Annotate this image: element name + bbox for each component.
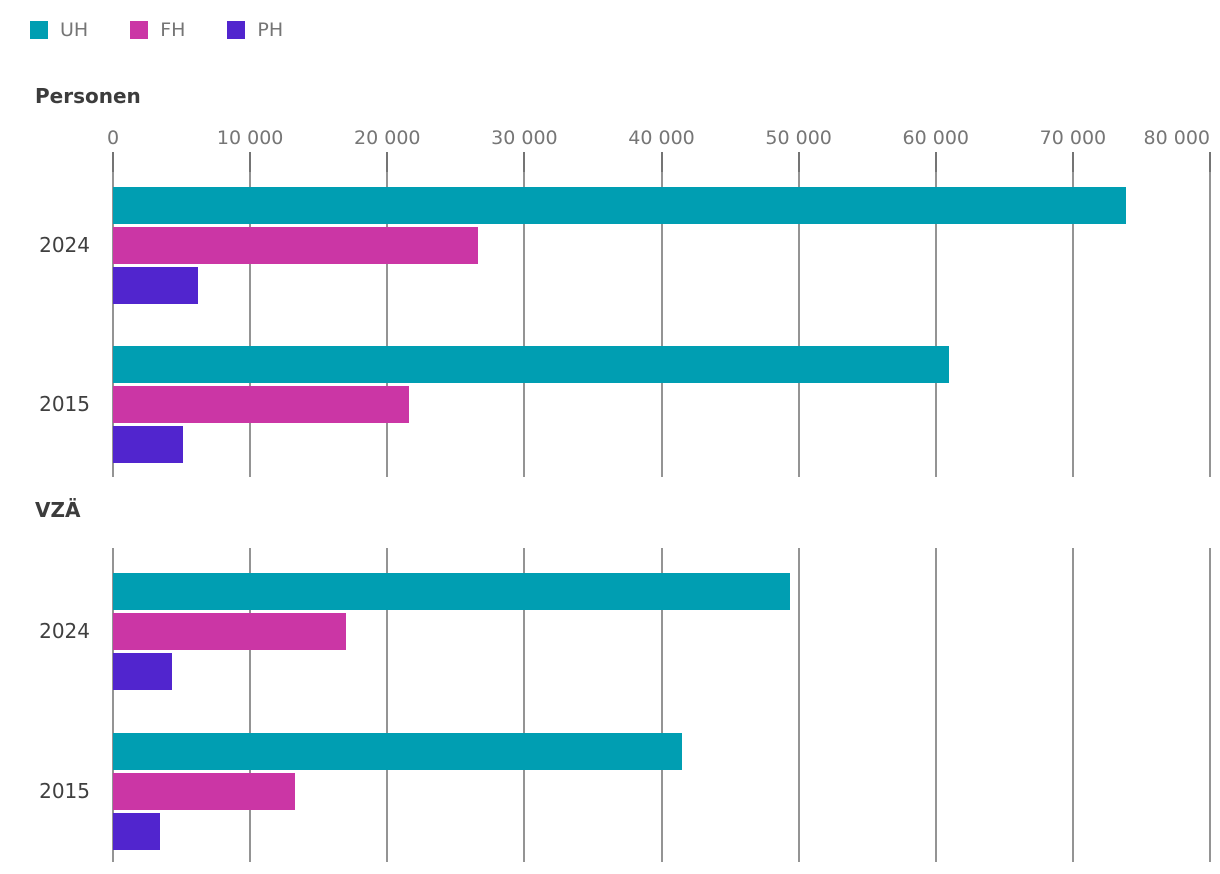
axis-tick-mark [1071,152,1074,172]
axis-tick-mark [1209,152,1211,172]
gridline [523,548,526,862]
bar-group-vzä-2015: 2015 [39,733,1210,850]
axis-tick-label: 0 [106,127,120,149]
axis-tick-mark [797,152,800,172]
bar-ph-2024 [113,653,172,690]
gridline [386,548,389,862]
gridline [797,172,800,477]
legend-label-ph: PH [257,19,284,41]
gridline [934,548,937,862]
legend-label-fh: FH [160,19,186,41]
bar-ph-2015 [113,813,160,850]
gridline [523,172,526,477]
bar-ph-2024 [113,267,199,304]
axis-tick-label: 10 000 [216,127,284,149]
ph-swatch-icon [227,21,246,39]
gridline [1071,172,1074,477]
fh-swatch-icon [130,21,149,39]
bar-uh-2024 [113,573,791,610]
bar-ph-2015 [113,426,183,463]
bar-uh-2015 [113,346,950,383]
x-axis-ticks [112,152,1211,172]
section-title-personen: Personen [35,84,141,108]
axis-tick-mark [249,152,252,172]
axis-tick-mark [112,152,114,172]
gridline [934,172,937,477]
axis-tick-label: 70 000 [1039,127,1107,149]
category-label: 2015 [39,779,90,803]
bar-fh-2024 [113,613,347,650]
axis-tick-mark [660,152,663,172]
gridline [1209,172,1211,477]
bar-group-personen-2024: 2024 [39,187,1210,304]
bar-fh-2024 [113,227,478,264]
category-label: 2024 [39,233,90,257]
category-label: 2024 [39,619,90,643]
bar-group-personen-2015: 2015 [39,346,1210,463]
axis-tick-mark [934,152,937,172]
plot-area-vza: 2024 2015 [39,548,1211,862]
gridline [112,172,114,477]
gridline [112,548,114,862]
uh-swatch-icon [30,21,48,39]
bar-group-vzä-2024: 2024 [39,573,1210,690]
section-title-vza: VZÄ [35,498,81,522]
axis-tick-label: 50 000 [765,127,832,149]
legend-item-fh[interactable]: FH [130,19,185,41]
legend: UH FH PH [30,19,283,41]
gridline [386,172,389,477]
bar-uh-2015 [113,733,683,770]
gridline [1209,548,1211,862]
legend-item-uh[interactable]: UH [30,19,88,41]
gridline [249,548,252,862]
gridline [249,172,252,477]
axis-tick-label: 40 000 [628,127,695,149]
bar-uh-2024 [113,187,1127,224]
axis-tick-mark [523,152,526,172]
gridline [1071,548,1074,862]
axis-tick-label: 20 000 [354,127,421,149]
axis-tick-label: 60 000 [902,127,969,149]
gridline [660,172,663,477]
axis-tick-label: 30 000 [491,127,558,149]
axis-tick-label: 80 000 [1143,127,1210,149]
gridline [660,548,663,862]
gridline [797,548,800,862]
bar-fh-2015 [113,386,410,423]
category-label: 2015 [39,392,90,416]
bar-fh-2015 [113,773,296,810]
plot-area-personen: 2024 2015 [39,172,1211,477]
axis-tick-mark [386,152,389,172]
legend-label-uh: UH [60,19,89,41]
legend-item-ph[interactable]: PH [227,19,283,41]
x-axis-labels: 0 10 000 20 000 30 000 40 000 50 000 60 000 70 … [107,127,1210,151]
